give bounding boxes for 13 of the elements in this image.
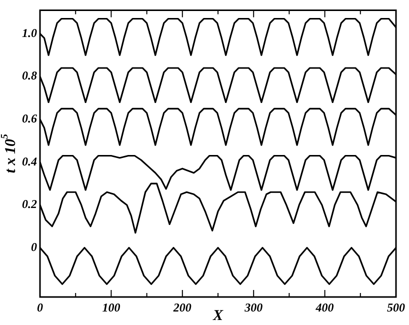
x-tick-label: 100 bbox=[102, 300, 120, 314]
x-tick-label: 200 bbox=[172, 300, 192, 314]
y-tick-label: 0.8 bbox=[22, 68, 37, 83]
y-tick-label: 0.2 bbox=[22, 197, 37, 212]
y-axis-title: t x 105 bbox=[0, 134, 19, 174]
y-tick-label: 1.0 bbox=[22, 26, 37, 40]
y-tick-label: 0 bbox=[31, 240, 37, 254]
x-axis-title: X bbox=[212, 308, 224, 324]
y-tick-label: 0.6 bbox=[22, 111, 37, 126]
x-tick-label: 300 bbox=[244, 300, 263, 314]
x-tick-label: 400 bbox=[314, 300, 334, 314]
y-tick-label: 0.4 bbox=[22, 154, 37, 168]
x-tick-label: 500 bbox=[387, 300, 405, 314]
